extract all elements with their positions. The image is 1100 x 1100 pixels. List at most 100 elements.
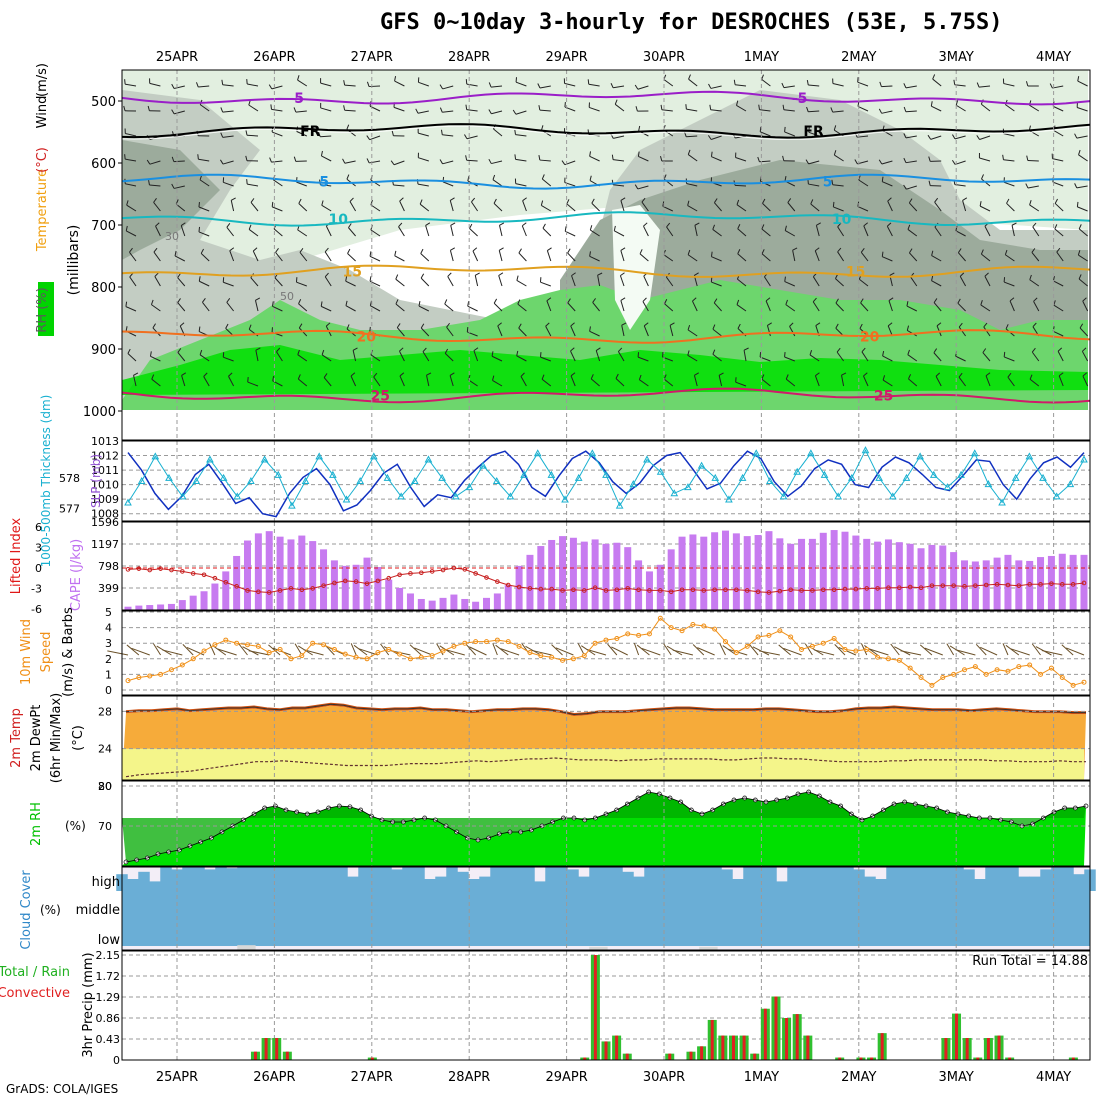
wind-barb	[393, 106, 405, 112]
wind10-barb	[153, 643, 162, 656]
cape-bar	[939, 545, 947, 610]
wind-barb	[347, 253, 356, 262]
wind-barb	[639, 253, 649, 262]
cloud-high-bar	[996, 867, 1008, 891]
wind-barb	[518, 327, 527, 337]
wind-barb-flag	[171, 83, 175, 89]
cape-bar	[1015, 560, 1023, 610]
cape-bar	[841, 531, 849, 610]
wind-barb-flag	[348, 223, 352, 228]
cloud-high-bar	[149, 881, 161, 891]
precip-conv-bar	[625, 1053, 629, 1060]
wind10-barb	[551, 644, 563, 656]
wind-barb	[615, 378, 625, 387]
wind-barb	[474, 275, 479, 287]
cloud-high-bar	[303, 867, 315, 891]
wind-barb	[466, 159, 478, 162]
cloud-high-bar	[578, 876, 590, 891]
wind-barb	[857, 206, 869, 212]
precip-conv-bar	[731, 1035, 735, 1060]
wind-barb-flag	[469, 223, 473, 229]
wind-barb	[174, 110, 185, 115]
page-title: GFS 0~10day 3-hourly for DESROCHES (53E,…	[380, 10, 1003, 35]
wind-barb	[449, 375, 454, 387]
wind-barb	[979, 85, 991, 88]
wind-barb-flag	[692, 297, 697, 302]
thickness-marker	[274, 470, 283, 478]
wind-label: Wind	[35, 96, 50, 129]
wind-barb-flag	[155, 222, 160, 227]
cape-tick-label: 1197	[91, 538, 119, 551]
wind-barb-flag	[492, 174, 496, 180]
wind-barb	[815, 225, 820, 237]
cloud-high-bar	[468, 879, 480, 891]
wind-barb	[841, 375, 845, 387]
wind-barb	[154, 276, 161, 287]
wind-barb	[539, 159, 551, 162]
wind-barb	[1005, 104, 1015, 112]
rh-line	[125, 791, 1087, 863]
legend-total-rain: Total / Rain	[0, 965, 70, 980]
wind-barb	[982, 352, 991, 362]
temp-label-c: (6hr Min/Max)	[49, 693, 64, 783]
thickness-marker	[588, 449, 597, 457]
thickness-marker	[192, 476, 201, 484]
wind-barb-flag	[546, 297, 552, 302]
wind-barb-flag	[597, 272, 603, 276]
cloud-high-bar	[314, 867, 326, 891]
wind-barb	[1079, 327, 1088, 337]
cloud-high-bar	[886, 867, 898, 891]
cape-bar	[743, 536, 751, 610]
li-point	[484, 575, 489, 580]
wind-barb-flag	[858, 175, 861, 181]
wind-barb	[713, 302, 722, 312]
thickness-marker	[397, 492, 405, 500]
thickness-marker	[547, 470, 556, 478]
wind-barb-flag	[980, 300, 983, 306]
wind10-barb	[783, 647, 802, 656]
wind-barb	[663, 378, 674, 387]
cape-tick-label: 798	[98, 560, 119, 573]
isotherm-5	[121, 173, 1091, 190]
wind-barb	[271, 160, 283, 163]
wind-barb	[223, 356, 234, 362]
wind-barb	[515, 183, 527, 187]
thickness-marker	[711, 473, 720, 481]
wind-barb	[299, 252, 308, 262]
thickness-marker	[697, 461, 706, 469]
thickness-marker	[875, 473, 883, 481]
wind-barb-flag	[836, 347, 841, 353]
cape-bar	[396, 587, 404, 610]
cloud-high-bar	[237, 867, 249, 891]
thickness-marker	[492, 476, 501, 484]
cloud-high-bar	[743, 867, 755, 891]
precip-conv-bar	[880, 1033, 884, 1060]
date-label-bottom: 2MAY	[841, 1070, 876, 1085]
precip-conv-bar	[742, 1035, 746, 1060]
wind-barb	[808, 160, 820, 165]
wind-barb-flag	[1007, 372, 1012, 378]
wind-barb	[686, 182, 698, 187]
thickness-marker	[847, 473, 856, 481]
thickness-marker	[247, 476, 255, 484]
wind-barb-flag	[147, 105, 150, 111]
wind-barb-flag	[959, 272, 965, 277]
wind-barb-flag	[450, 222, 456, 226]
cloud-high-bar	[160, 867, 172, 891]
precip-conv-bar	[763, 1008, 767, 1060]
isotherm-label: 5	[319, 175, 329, 191]
wind-barb	[570, 325, 576, 337]
wind-barb-flag	[422, 347, 427, 353]
wind-barb-flag	[493, 298, 498, 304]
cloud-high-bar	[809, 867, 821, 891]
wind-barb-flag	[298, 323, 303, 329]
date-label-top: 25APR	[156, 50, 198, 65]
cape-bar	[787, 543, 795, 610]
cloud-high-bar	[1062, 867, 1074, 891]
wind-barb	[1076, 185, 1088, 189]
wind-barb-flag	[537, 83, 541, 89]
wind-barb-flag	[394, 250, 397, 256]
rh-contour-label: 50	[280, 290, 294, 303]
rh-label: 2m RH	[29, 802, 44, 846]
cloud-high-bar	[248, 867, 260, 891]
